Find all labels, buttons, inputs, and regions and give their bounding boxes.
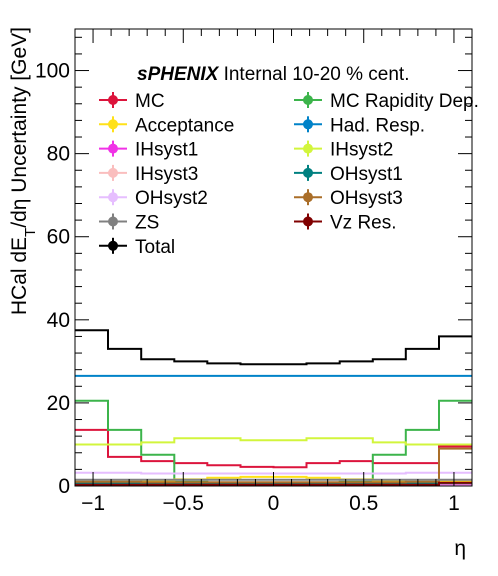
y-tick-label: 80 bbox=[47, 143, 70, 166]
x-tick-label: −0.5 bbox=[163, 492, 204, 515]
y-axis-title: HCal dET/dη Uncertainty [GeV] bbox=[8, 27, 39, 315]
legend-item-ihsyst2: IHsyst2 bbox=[294, 140, 393, 161]
chart-header: sPHENIX Internal 10-20 % cent. bbox=[137, 64, 409, 85]
y-tick-label: 60 bbox=[47, 226, 70, 249]
legend-label: Had. Resp. bbox=[330, 115, 425, 136]
plot-background bbox=[75, 29, 472, 486]
y-tick-label: 0 bbox=[58, 475, 70, 498]
x-tick-label: 0.5 bbox=[349, 492, 378, 515]
x-tick-label: 0 bbox=[268, 492, 280, 515]
legend-item-acceptance: Acceptance bbox=[99, 115, 234, 136]
legend-label: MC bbox=[135, 91, 165, 112]
legend-item-ihsyst1: IHsyst1 bbox=[99, 140, 198, 161]
legend-label: OHsyst3 bbox=[330, 188, 403, 209]
y-tick-label: 100 bbox=[35, 60, 70, 83]
y-tick-label: 40 bbox=[47, 309, 70, 332]
legend-item-ohsyst1: OHsyst1 bbox=[294, 164, 403, 185]
x-tick-label: 1 bbox=[448, 492, 460, 515]
series-line-ihsyst2 bbox=[75, 437, 472, 446]
legend-marker bbox=[108, 216, 118, 227]
legend-marker bbox=[108, 240, 118, 251]
legend-marker bbox=[303, 216, 313, 227]
legend-label: IHsyst2 bbox=[330, 140, 393, 161]
legend-item-vz-res: Vz Res. bbox=[294, 213, 397, 234]
legend-label: OHsyst1 bbox=[330, 164, 403, 185]
legend-marker bbox=[108, 143, 118, 154]
series-line-total bbox=[75, 329, 472, 366]
series-line-ohsyst3 bbox=[75, 447, 472, 484]
legend-label: Acceptance bbox=[135, 115, 234, 136]
legend-marker bbox=[108, 119, 118, 130]
legend-item-ohsyst3: OHsyst3 bbox=[294, 188, 403, 209]
legend-item-total: Total bbox=[99, 237, 175, 258]
legend-marker bbox=[108, 192, 118, 203]
x-axis-title: η bbox=[454, 537, 466, 560]
legend: sPHENIX Internal 10-20 % cent. MC MC Rapid… bbox=[99, 64, 479, 258]
y-tick-label: 20 bbox=[47, 392, 70, 415]
legend-item-ohsyst2: OHsyst2 bbox=[99, 188, 208, 209]
legend-label: OHsyst2 bbox=[135, 188, 208, 209]
x-tick-label: −1 bbox=[81, 492, 105, 515]
legend-item-had-resp: Had. Resp. bbox=[294, 115, 425, 136]
legend-marker bbox=[303, 167, 313, 178]
legend-marker bbox=[108, 167, 118, 178]
legend-item-mc: MC bbox=[99, 91, 165, 112]
legend-label: Vz Res. bbox=[330, 213, 397, 234]
legend-label: ZS bbox=[135, 213, 159, 234]
series-line-mc bbox=[75, 428, 472, 469]
legend-marker bbox=[303, 119, 313, 130]
legend-label: IHsyst3 bbox=[135, 164, 198, 185]
legend-marker bbox=[303, 143, 313, 154]
legend-item-ihsyst3: IHsyst3 bbox=[99, 164, 198, 185]
legend-marker bbox=[108, 95, 118, 105]
legend-marker bbox=[303, 95, 313, 105]
legend-item-mc-rapidity-dep: MC Rapidity Dep. bbox=[294, 91, 479, 112]
axes-layer: −1 −0.5 0 0.5 1 0 20 40 60 80 100 η HCal dET/dη Unce… bbox=[8, 27, 473, 560]
legend-label: IHsyst1 bbox=[135, 140, 198, 161]
legend-label: MC Rapidity Dep. bbox=[330, 91, 479, 112]
legend-label: Total bbox=[135, 237, 175, 258]
legend-item-zs: ZS bbox=[99, 213, 159, 234]
legend-marker bbox=[303, 192, 313, 203]
plot-area bbox=[75, 29, 472, 486]
